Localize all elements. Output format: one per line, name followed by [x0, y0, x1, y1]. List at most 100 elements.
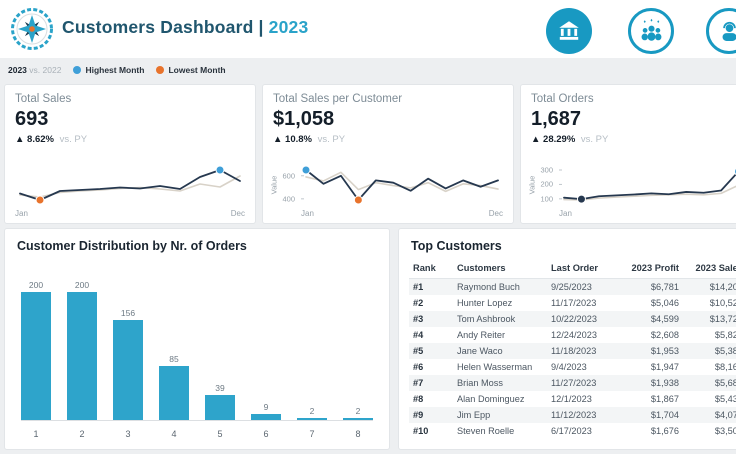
cell: 11/12/2023	[547, 407, 617, 423]
kpi-title: Total Orders	[531, 93, 594, 105]
cell: #9	[409, 407, 453, 423]
support-person-icon[interactable]	[706, 8, 736, 54]
table-row[interactable]: #4 Andy Reiter 12/24/2023 $2,608 $5,821	[409, 327, 736, 343]
column-header[interactable]: Customers	[453, 259, 547, 279]
cell: $5,046	[650, 298, 679, 308]
bar[interactable]	[21, 292, 51, 420]
table-row[interactable]: #2 Hunter Lopez 11/17/2023 $5,046 $10,523	[409, 295, 736, 311]
legend: 2023 vs. 2022 Highest Month Lowest Month	[8, 63, 226, 77]
cell: $5,821	[714, 330, 736, 340]
highest-month-marker[interactable]	[301, 165, 311, 175]
bar[interactable]	[297, 418, 327, 420]
column-header[interactable]: Last Order	[547, 259, 617, 279]
y-axis-title: Value	[527, 175, 537, 195]
bar-column[interactable]: 2	[343, 275, 373, 420]
cell: 12/1/2023	[551, 394, 592, 404]
distribution-bar-chart[interactable]: 200 200 156 85 39 9 2 2	[21, 275, 373, 421]
bar-column[interactable]: 9	[251, 275, 281, 420]
line-2023	[19, 169, 241, 201]
bar-category-label: 2	[79, 429, 85, 439]
table-row[interactable]: #10 Steven Roelle 6/17/2023 $1,676 $3,506	[409, 423, 736, 439]
cell: $5,683	[683, 375, 736, 391]
bar-column[interactable]: 39	[205, 275, 235, 420]
customers-group-icon[interactable]	[628, 8, 674, 54]
cell: Tom Ashbrook	[453, 311, 547, 327]
legend-highest[interactable]: Highest Month	[73, 65, 144, 75]
lowest-month-marker[interactable]	[353, 195, 363, 205]
bar-column[interactable]: 85	[159, 275, 189, 420]
cell: $14,203	[683, 278, 736, 295]
cell: $1,676	[650, 426, 679, 436]
y-tick-label: 600	[282, 171, 295, 181]
page-title: Customers Dashboard | 2023	[62, 17, 308, 38]
cell: #4	[413, 330, 424, 340]
bar-column[interactable]: 200	[21, 275, 51, 420]
cell: $6,781	[617, 278, 683, 295]
kpi-value: 1,687	[531, 108, 582, 130]
lowest-month-marker[interactable]	[35, 195, 45, 205]
cell: 12/24/2023	[551, 330, 597, 340]
card-title: Customer Distribution by Nr. of Orders	[17, 239, 247, 253]
table-row[interactable]: #8 Alan Dominguez 12/1/2023 $1,867 $5,434	[409, 391, 736, 407]
kpi-value: $1,058	[273, 108, 335, 130]
cell: #10	[413, 426, 429, 436]
bar-column[interactable]: 156	[113, 275, 143, 420]
cell: Helen Wasserman	[457, 362, 533, 372]
delta-suffix: vs. PY	[317, 134, 346, 145]
bar-value-label: 200	[74, 280, 90, 290]
bar[interactable]	[113, 320, 143, 420]
bar-value-label: 9	[263, 402, 269, 412]
cell: #1	[409, 278, 453, 295]
legend-lowest[interactable]: Lowest Month	[156, 65, 226, 75]
bar-column[interactable]: 2	[297, 275, 327, 420]
sales-per-customer-line-chart[interactable]: 400 600 Value	[270, 163, 503, 207]
delta-suffix: vs. PY	[59, 134, 88, 145]
bar[interactable]	[159, 366, 189, 420]
bar[interactable]	[205, 395, 235, 420]
table-row[interactable]: #6 Helen Wasserman 9/4/2023 $1,947 $8,166	[409, 359, 736, 375]
bar-value-label: 39	[215, 383, 225, 393]
cell: 11/27/2023	[547, 375, 617, 391]
bar-column[interactable]: 200	[67, 275, 97, 420]
column-header[interactable]: 2023 Profit	[617, 259, 683, 279]
lowest-month-dot	[156, 66, 165, 74]
legend-years: 2023 vs. 2022	[8, 65, 61, 75]
total-orders-line-chart[interactable]: 100 200 300 Value	[528, 163, 736, 207]
lowest-month-marker[interactable]	[576, 194, 586, 204]
cell: $13,723	[683, 311, 736, 327]
bar-value-label: 156	[120, 308, 136, 318]
cell: 11/18/2023	[547, 343, 617, 359]
page-title-year: 2023	[268, 17, 309, 37]
y-axis-title: Value	[269, 175, 279, 195]
kpi-card-total-orders: Total Orders 1,687 ▲ 28.29% vs. PY 100 20…	[520, 84, 736, 224]
y-tick-label: 200	[540, 179, 553, 189]
line-2022	[563, 185, 736, 201]
compass-logo-icon	[10, 7, 54, 51]
top-customers-table: Rank Customers Last Order 2023 Profit 2023 S…	[409, 259, 736, 439]
cell: $3,506	[714, 426, 736, 436]
delta-value: ▲ 28.29%	[531, 134, 576, 145]
bar-value-label: 85	[169, 354, 179, 364]
bar[interactable]	[67, 292, 97, 420]
highest-month-dot	[73, 66, 82, 74]
column-header[interactable]: 2023 Sales	[683, 259, 736, 279]
highest-month-marker[interactable]	[215, 165, 225, 175]
cell: $2,608	[650, 330, 679, 340]
kpi-card-sales-per-customer: Total Sales per Customer $1,058 ▲ 10.8% …	[262, 84, 514, 224]
column-header[interactable]: Rank	[409, 259, 453, 279]
bar[interactable]	[343, 418, 373, 420]
bank-icon[interactable]	[546, 8, 592, 54]
page-title-text: Customers Dashboard |	[62, 17, 264, 37]
bar-value-label: 2	[309, 406, 315, 416]
cell: #8	[413, 394, 424, 404]
kpi-card-total-sales: Total Sales 693 ▲ 8.62% vs. PY Jan Dec	[4, 84, 256, 224]
cell: $1,938	[617, 375, 683, 391]
cell: #7	[409, 375, 453, 391]
bar[interactable]	[251, 414, 281, 420]
total-sales-line-chart[interactable]	[15, 163, 245, 207]
